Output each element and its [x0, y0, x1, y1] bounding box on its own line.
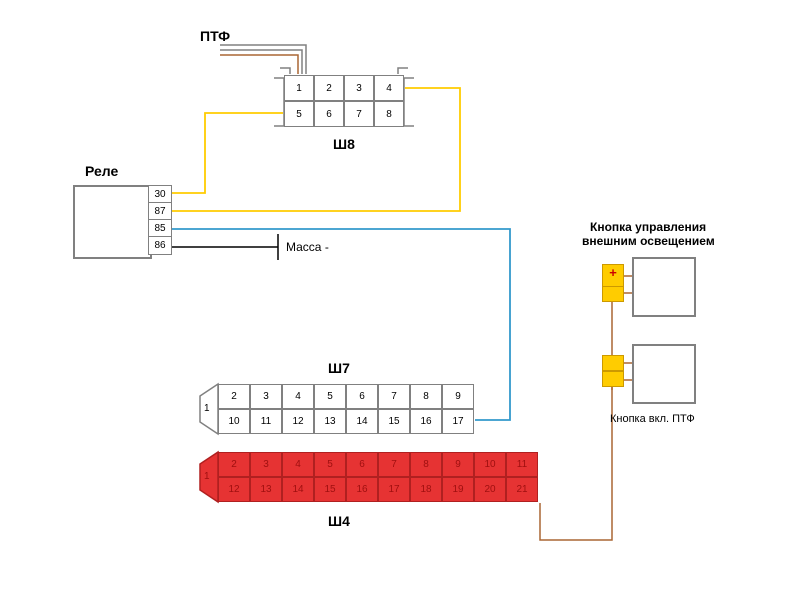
- sh7-cell: 17: [442, 409, 474, 434]
- yellow-tab-plus: +: [602, 264, 624, 288]
- button-light: [632, 257, 696, 317]
- button-ptf: [632, 344, 696, 404]
- sh8-cell: 6: [314, 101, 344, 127]
- sh8-cell: 5: [284, 101, 314, 127]
- sh7-cell: 16: [410, 409, 442, 434]
- sh4-cell: 3: [250, 452, 282, 477]
- sh4-cell: 6: [346, 452, 378, 477]
- yellow-tab-2: [602, 286, 624, 302]
- sh7-cell: 9: [442, 384, 474, 409]
- sh7-cell: 15: [378, 409, 410, 434]
- sh7-cell: 12: [282, 409, 314, 434]
- sh4-cell: 9: [442, 452, 474, 477]
- sh7-label: Ш7: [328, 360, 350, 376]
- btn-header-2: внешним освещением: [582, 234, 715, 248]
- plus-label: +: [603, 265, 623, 280]
- sh7-cell: 6: [346, 384, 378, 409]
- btn-ptf-label: Кнопка вкл. ПТФ: [610, 413, 695, 425]
- sh7-cell: 8: [410, 384, 442, 409]
- relay-label: Реле: [85, 163, 118, 179]
- sh7-cell: 11: [250, 409, 282, 434]
- massa-label: Масса -: [286, 240, 329, 254]
- sh4-cell: 12: [218, 477, 250, 502]
- sh7-cell: 4: [282, 384, 314, 409]
- sh4-lead: 1: [204, 471, 210, 482]
- sh4-cell: 14: [282, 477, 314, 502]
- sh7-cell: 14: [346, 409, 378, 434]
- sh4-cell: 4: [282, 452, 314, 477]
- sh4-cell: 16: [346, 477, 378, 502]
- sh7-cell: 2: [218, 384, 250, 409]
- sh7-cell: 7: [378, 384, 410, 409]
- yellow-tab-4: [602, 371, 624, 387]
- yellow-tab-3: [602, 355, 624, 371]
- btn-header-1: Кнопка управления: [590, 220, 706, 234]
- sh4-cell: 11: [506, 452, 538, 477]
- sh4-cell: 2: [218, 452, 250, 477]
- sh4-cell: 19: [442, 477, 474, 502]
- sh4-cell: 21: [506, 477, 538, 502]
- sh4-label: Ш4: [328, 513, 350, 529]
- sh4-cell: 15: [314, 477, 346, 502]
- sh8-cell: 3: [344, 75, 374, 101]
- ptf-label: ПТФ: [200, 28, 230, 44]
- sh7-lead: 1: [204, 403, 210, 414]
- sh8-label: Ш8: [333, 136, 355, 152]
- sh7-cell: 5: [314, 384, 346, 409]
- relay-pin-86: 86: [148, 236, 172, 255]
- sh8-cell: 8: [374, 101, 404, 127]
- sh8-cell: 4: [374, 75, 404, 101]
- sh4-cell: 18: [410, 477, 442, 502]
- sh8-cell: 2: [314, 75, 344, 101]
- sh4-cell: 7: [378, 452, 410, 477]
- sh4-cell: 13: [250, 477, 282, 502]
- relay-box: [73, 185, 152, 259]
- sh4-cell: 10: [474, 452, 506, 477]
- sh7-cell: 3: [250, 384, 282, 409]
- sh8-cell: 1: [284, 75, 314, 101]
- sh8-cell: 7: [344, 101, 374, 127]
- sh7-cell: 13: [314, 409, 346, 434]
- sh7-cell: 10: [218, 409, 250, 434]
- sh4-cell: 17: [378, 477, 410, 502]
- sh4-cell: 5: [314, 452, 346, 477]
- sh4-cell: 8: [410, 452, 442, 477]
- sh4-cell: 20: [474, 477, 506, 502]
